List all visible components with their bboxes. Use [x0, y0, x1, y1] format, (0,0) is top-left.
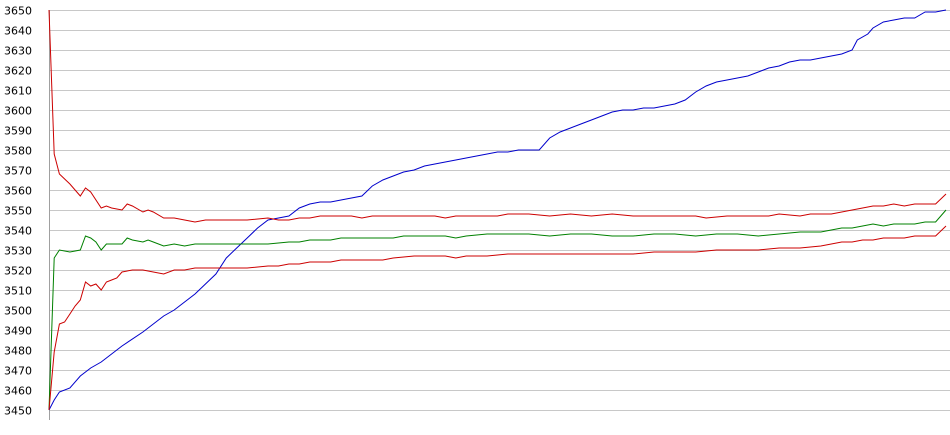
y-tick-label: 3460: [4, 385, 32, 398]
y-tick-label: 3600: [4, 105, 32, 118]
y-tick-label: 3620: [4, 65, 32, 78]
y-tick-label: 3640: [4, 25, 32, 38]
y-tick-label: 3520: [4, 265, 32, 278]
gridlines: [49, 10, 950, 411]
y-tick-label: 3610: [4, 85, 32, 98]
y-tick-label: 3580: [4, 145, 32, 158]
y-tick-label: 3480: [4, 345, 32, 358]
y-tick-labels: 3450 3460 3470 3480 3490 3500 3510 3520 3530 3540…: [4, 5, 32, 418]
y-tick-label: 3560: [4, 185, 32, 198]
y-tick-label: 3500: [4, 305, 32, 318]
y-tick-label: 3590: [4, 125, 32, 138]
y-tick-label: 3490: [4, 325, 32, 338]
series-line-2: [48, 9, 947, 223]
y-tick-label: 3630: [4, 45, 32, 58]
series-line-4: [48, 225, 947, 411]
series-lines: [48, 9, 947, 411]
series-line-3: [48, 209, 947, 411]
y-tick-label: 3530: [4, 245, 32, 258]
y-tick-label: 3570: [4, 165, 32, 178]
y-tick-label: 3450: [4, 405, 32, 418]
y-tick-label: 3550: [4, 205, 32, 218]
y-tick-label: 3650: [4, 5, 32, 18]
y-tick-label: 3470: [4, 365, 32, 378]
series-line-1: [48, 9, 947, 411]
y-tick-label: 3540: [4, 225, 32, 238]
y-tick-label: 3510: [4, 285, 32, 298]
